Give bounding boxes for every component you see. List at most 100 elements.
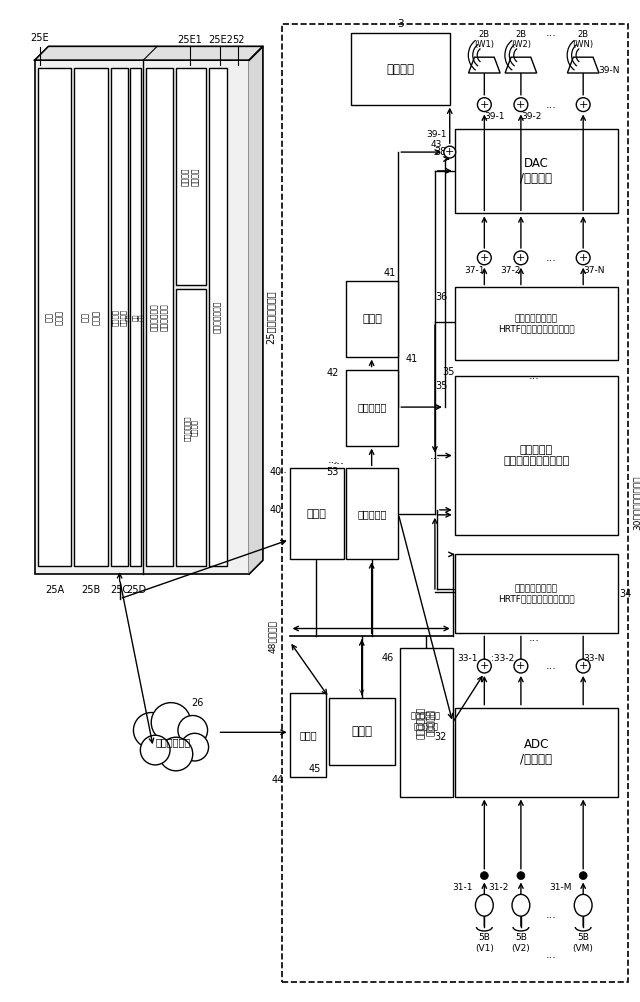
Text: +: + [516, 253, 525, 263]
Text: 2B
(W1): 2B (W1) [474, 30, 494, 49]
Circle shape [178, 715, 207, 745]
Text: 39-1: 39-1 [426, 130, 447, 139]
Text: 44: 44 [271, 775, 284, 785]
Text: 52: 52 [232, 35, 244, 45]
Bar [176, 290, 205, 566]
Text: レンダリング部: レンダリング部 [214, 301, 223, 334]
Circle shape [151, 702, 191, 742]
Text: 第２伝達
関数情報: 第２伝達 関数情報 [181, 167, 200, 185]
Text: バイノーラル音響
HRTFスピーカーフィルタ部: バイノーラル音響 HRTFスピーカーフィルタ部 [498, 314, 575, 334]
Text: リファレンス
音声再生部: リファレンス 音声再生部 [411, 711, 441, 731]
Text: マトリクス
コンボリューション部: マトリクス コンボリューション部 [503, 445, 570, 466]
Text: ...: ... [546, 910, 557, 920]
Text: 40: 40 [269, 505, 282, 515]
Text: 出力制御部: 出力制御部 [358, 509, 387, 519]
Polygon shape [35, 46, 263, 60]
Bar [131, 68, 141, 566]
Circle shape [576, 250, 590, 265]
Text: 37-2: 37-2 [500, 267, 521, 276]
Bar [35, 60, 249, 574]
Text: +: + [479, 99, 489, 109]
Text: 画像
データ: 画像 データ [81, 310, 100, 325]
Bar [454, 288, 618, 360]
Text: ...: ... [333, 454, 345, 467]
Ellipse shape [476, 895, 493, 916]
Text: 38: 38 [435, 147, 447, 157]
Text: ネットワーク: ネットワーク [156, 737, 191, 747]
Text: 25E2: 25E2 [208, 35, 233, 45]
Text: 5B
(V1): 5B (V1) [475, 933, 494, 953]
Text: +: + [579, 99, 588, 109]
Text: 制御部: 制御部 [307, 509, 327, 519]
Bar [454, 377, 618, 535]
Text: 48（バス）: 48（バス） [268, 620, 276, 653]
Text: DAC
/アンプ部: DAC /アンプ部 [520, 157, 552, 185]
Bar [454, 129, 618, 213]
Text: 46: 46 [381, 653, 394, 663]
Polygon shape [568, 57, 599, 73]
Text: 32: 32 [435, 732, 447, 742]
Text: ...: ... [546, 28, 557, 38]
Bar [400, 648, 452, 797]
Text: 31-2: 31-2 [489, 883, 509, 892]
Text: ...: ... [328, 456, 339, 466]
Text: ...: ... [546, 253, 557, 263]
Circle shape [477, 98, 492, 111]
Text: 対応
関係
情報: 対応 関係 情報 [127, 314, 145, 321]
Text: 53: 53 [326, 467, 339, 477]
Text: 25A: 25A [45, 585, 64, 595]
Text: +: + [579, 253, 588, 263]
Text: 操作部: 操作部 [362, 314, 382, 324]
Text: 37-1: 37-1 [464, 267, 484, 276]
Text: 5B
(VM): 5B (VM) [573, 933, 594, 953]
Text: 25（サーバ装置）: 25（サーバ装置） [266, 291, 276, 344]
Text: 39-N: 39-N [598, 65, 620, 74]
Text: ...: ... [528, 372, 539, 382]
Text: 25E1: 25E1 [177, 35, 202, 45]
Text: 2B
(WN): 2B (WN) [573, 30, 594, 49]
Circle shape [579, 872, 587, 880]
Text: 40: 40 [269, 467, 282, 477]
Bar [351, 33, 450, 104]
Text: 31-1: 31-1 [452, 883, 472, 892]
Bar [346, 370, 398, 446]
Text: 5B
(V2): 5B (V2) [511, 933, 531, 953]
Text: 43: 43 [431, 139, 442, 148]
Bar [147, 68, 173, 566]
Circle shape [477, 659, 492, 673]
Circle shape [140, 735, 170, 765]
Circle shape [181, 733, 209, 761]
Bar [209, 68, 227, 566]
Text: 31-M: 31-M [549, 883, 572, 892]
Circle shape [514, 659, 528, 673]
Bar [346, 468, 398, 559]
Bar [282, 24, 628, 982]
Circle shape [517, 872, 525, 880]
Polygon shape [249, 46, 263, 574]
Text: 25D: 25D [126, 585, 147, 595]
Text: 通信部: 通信部 [299, 729, 317, 739]
Ellipse shape [512, 895, 530, 916]
Text: 35: 35 [435, 382, 448, 392]
Ellipse shape [574, 895, 592, 916]
Bar [290, 468, 344, 559]
Circle shape [576, 98, 590, 111]
Bar [454, 554, 618, 633]
Text: ...: ... [528, 633, 539, 643]
Text: 39-2: 39-2 [521, 112, 541, 121]
Text: 30（信号処理装置）: 30（信号処理装置） [632, 476, 640, 530]
Circle shape [514, 250, 528, 265]
Circle shape [481, 872, 488, 880]
Text: 第１伝達
関数情報: 第１伝達 関数情報 [113, 309, 127, 326]
Text: 26: 26 [191, 697, 204, 707]
Text: 45: 45 [309, 764, 321, 774]
Text: 35: 35 [442, 367, 454, 377]
Text: リファレンス
音声再生部: リファレンス 音声再生部 [417, 706, 436, 738]
Text: +: + [579, 661, 588, 671]
Text: オブジェクト
ベースデータ: オブジェクト ベースデータ [150, 304, 170, 331]
Text: ...: ... [546, 99, 557, 109]
Text: 34: 34 [620, 589, 632, 599]
Circle shape [159, 737, 193, 771]
Circle shape [576, 659, 590, 673]
Text: バイノーラル音響
HRTFスピーカーフィルタ部: バイノーラル音響 HRTFスピーカーフィルタ部 [498, 584, 575, 603]
